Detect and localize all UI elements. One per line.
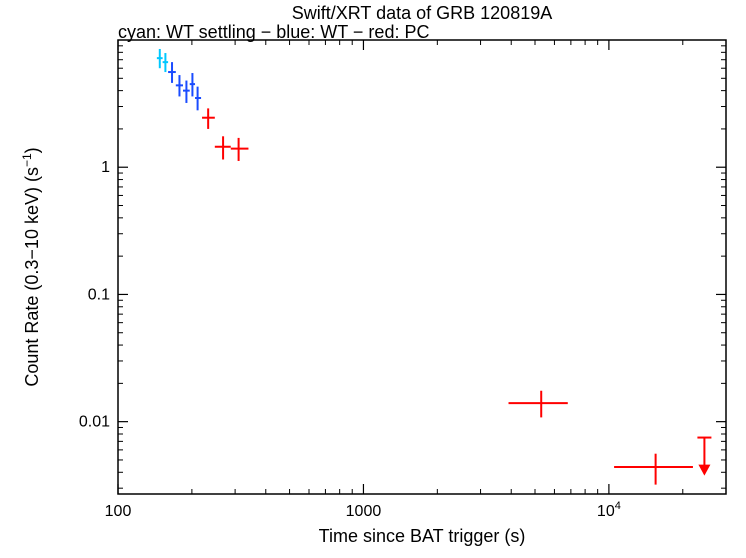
y-tick-label: 0.1 xyxy=(88,286,110,303)
upper-limit-arrowhead xyxy=(698,465,710,476)
chart-title: Swift/XRT data of GRB 120819A xyxy=(292,3,552,23)
y-tick-label: 1 xyxy=(101,159,110,176)
x-tick-label: 104 xyxy=(597,500,621,520)
data-group xyxy=(157,49,712,485)
y-tick-label: 0.01 xyxy=(79,414,110,431)
xrt-lightcurve-chart: 100 1000 104 0.01 0.1 1 Swift/XRT data of GRB … xyxy=(0,0,746,558)
x-tick-label: 1000 xyxy=(346,503,382,520)
y-axis-label: Count Rate (0.3−10 keV) (s−1) xyxy=(20,147,42,386)
plot-frame xyxy=(118,40,726,494)
x-axis-label: Time since BAT trigger (s) xyxy=(319,526,526,546)
chart-svg: 100 1000 104 0.01 0.1 1 Swift/XRT data of GRB … xyxy=(0,0,746,558)
x-tick-label: 100 xyxy=(105,503,132,520)
chart-subtitle: cyan: WT settling − blue: WT − red: PC xyxy=(118,22,429,42)
